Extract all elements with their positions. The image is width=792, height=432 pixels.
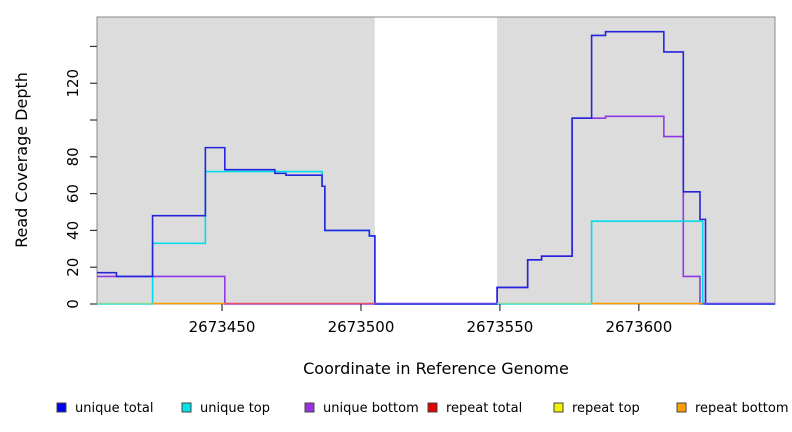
legend-swatch: [553, 402, 564, 413]
legend-item-label: unique bottom: [323, 401, 419, 416]
legend-item: repeat bottom: [676, 401, 789, 416]
x-tick-label: 2673450: [189, 318, 256, 336]
legend-item-label: repeat total: [446, 401, 522, 416]
legend-swatch: [427, 402, 438, 413]
plot-bg-band: [497, 17, 775, 304]
legend-swatch: [181, 402, 192, 413]
legend-item: repeat total: [427, 401, 522, 416]
legend-item-label: unique total: [75, 401, 153, 416]
legend-item-label: unique top: [200, 401, 270, 416]
x-axis-title: Coordinate in Reference Genome: [303, 359, 569, 378]
y-tick-label: 20: [64, 258, 82, 277]
legend-item: unique bottom: [304, 401, 419, 416]
legend-item-label: repeat bottom: [695, 401, 789, 416]
x-tick-label: 2673500: [328, 318, 395, 336]
legend-item: repeat top: [553, 401, 640, 416]
plot-area: 2673450 2673500 2673550 2673600 0 20 40 60 80 120: [64, 16, 776, 336]
legend: unique total unique top unique bottom repea…: [56, 401, 789, 416]
plot-bg-band: [374, 17, 498, 304]
y-tick-label: 120: [64, 69, 82, 98]
y-tick-label: 80: [64, 147, 82, 166]
legend-item-label: repeat top: [572, 401, 640, 416]
y-tick-label: 60: [64, 184, 82, 203]
legend-item: unique top: [181, 401, 270, 416]
y-axis-title: Read Coverage Depth: [12, 72, 31, 248]
plot-bg-band: [97, 17, 375, 304]
y-tick-label: 0: [64, 299, 82, 309]
legend-swatch: [56, 402, 67, 413]
legend-swatch: [676, 402, 687, 413]
x-tick-label: 2673550: [467, 318, 534, 336]
legend-swatch: [304, 402, 315, 413]
legend-item: unique total: [56, 401, 153, 416]
x-tick-label: 2673600: [605, 318, 672, 336]
y-tick-label: 40: [64, 221, 82, 240]
